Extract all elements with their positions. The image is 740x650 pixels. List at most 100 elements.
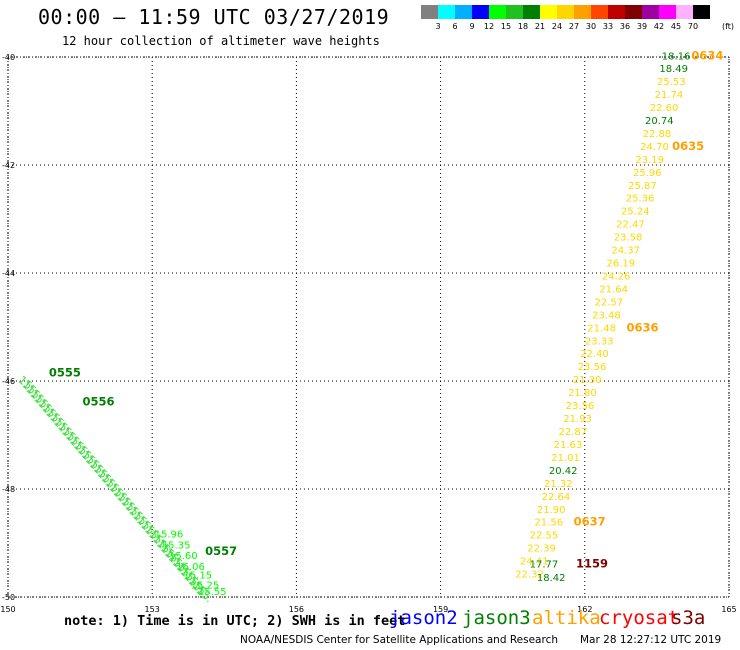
scale-swatch xyxy=(540,5,557,19)
wave-height-label: 16.06 xyxy=(176,562,205,573)
credit-text: NOAA/NESDIS Center for Satellite Applica… xyxy=(240,634,558,646)
wave-height-label: 21.32 xyxy=(544,479,573,490)
scale-label: 30 xyxy=(585,22,597,31)
wave-height-label: 21.80 xyxy=(568,388,597,399)
wave-height-label: 24.70 xyxy=(640,142,669,153)
longitude-tick-label: 165 xyxy=(721,605,736,614)
wave-height-label: 24.37 xyxy=(611,246,640,257)
scale-swatch xyxy=(608,5,625,19)
wave-height-label: 22.39 xyxy=(527,544,556,555)
wave-height-label: 21.01 xyxy=(551,453,580,464)
lat-lon-grid xyxy=(7,56,730,598)
time-label: 0555 xyxy=(49,366,81,380)
wave-height-label: 21.30 xyxy=(573,375,602,386)
time-label: 0637 xyxy=(574,515,606,529)
wave-height-label: 22.57 xyxy=(595,297,624,308)
scale-swatch xyxy=(421,5,438,19)
scale-label: 70 xyxy=(687,22,699,31)
latitude-tick-label: -50 xyxy=(2,593,15,602)
wave-height-label: 21.90 xyxy=(537,505,566,516)
wave-height-label: 25.87 xyxy=(628,181,657,192)
longitude-tick-label: 150 xyxy=(0,605,15,614)
wave-height-label: 22.87 xyxy=(558,427,587,438)
scale-swatch xyxy=(659,5,676,19)
satellite-legend-cryosat: cryosat xyxy=(599,607,680,629)
map-subtitle: 12 hour collection of altimeter wave hei… xyxy=(62,34,380,48)
wave-height-label: 15.96 xyxy=(155,530,184,541)
wave-height-label: 15.55 xyxy=(198,587,227,598)
wave-height-label: 22.40 xyxy=(580,349,609,360)
time-label: 1159 xyxy=(576,556,608,570)
scale-swatch xyxy=(676,5,693,19)
wave-height-label: 21.63 xyxy=(554,440,583,451)
time-label: 0634 xyxy=(691,49,723,63)
wave-height-label: 21.48 xyxy=(587,323,616,334)
scale-swatch xyxy=(642,5,659,19)
longitude-tick-label: 153 xyxy=(145,605,160,614)
scale-swatch xyxy=(455,5,472,19)
wave-height-label: 25.36 xyxy=(626,194,655,205)
scale-label: 3 xyxy=(435,22,441,31)
wave-height-label: 21.93 xyxy=(563,414,592,425)
scale-label: 21 xyxy=(534,22,546,31)
satellite-legend-jason2: jason2 xyxy=(389,607,458,629)
wave-height-label: 18.49 xyxy=(659,64,688,75)
wave-height-label: 22.55 xyxy=(530,531,559,542)
scale-label: 6 xyxy=(452,22,458,31)
wave-height-label: 22.47 xyxy=(616,220,645,231)
wave-height-label: 25.96 xyxy=(633,168,662,179)
wave-height-label: 21.64 xyxy=(599,284,628,295)
scale-swatch xyxy=(506,5,523,19)
latitude-tick-label: -44 xyxy=(2,269,15,278)
satellite-legend-altika: altika xyxy=(532,607,601,629)
longitude-tick-label: 159 xyxy=(433,605,448,614)
plot-frame xyxy=(7,56,730,598)
scale-label: 45 xyxy=(670,22,682,31)
latitude-tick-label: -46 xyxy=(2,377,15,386)
scale-label: 12 xyxy=(483,22,495,31)
longitude-tick-label: 162 xyxy=(577,605,592,614)
scale-swatch xyxy=(489,5,506,19)
time-label: 0557 xyxy=(205,544,237,558)
scale-swatch xyxy=(557,5,574,19)
wave-height-label: 20.74 xyxy=(645,116,674,127)
time-label: 0636 xyxy=(626,320,658,334)
scale-label: 39 xyxy=(636,22,648,31)
scale-swatch xyxy=(523,5,540,19)
latitude-tick-label: -42 xyxy=(2,161,15,170)
wave-height-label: 24.26 xyxy=(602,271,631,282)
scale-label: 27 xyxy=(568,22,580,31)
wave-height-label: 25.53 xyxy=(657,77,686,88)
scale-swatch xyxy=(693,5,710,19)
scale-label: 15 xyxy=(500,22,512,31)
wave-height-label: 26.19 xyxy=(607,259,636,270)
scale-label: 36 xyxy=(619,22,631,31)
generation-timestamp: Mar 28 12:27:12 UTC 2019 xyxy=(580,634,722,646)
wave-height-label: 23.48 xyxy=(592,310,621,321)
satellite-legend-s3a: s3a xyxy=(671,607,706,629)
scale-label: 18 xyxy=(517,22,529,31)
scale-swatch xyxy=(472,5,489,19)
time-label: 0635 xyxy=(672,139,704,153)
wave-height-label: 15.15 xyxy=(183,571,212,582)
longitude-ticks: 150 153 156 159 162 165 xyxy=(0,605,736,614)
wave-height-label: 23.58 xyxy=(614,233,643,244)
wave-height-label: 15.60 xyxy=(169,551,198,562)
time-label: 0556 xyxy=(83,394,115,408)
wave-height-label: 21.74 xyxy=(655,90,684,101)
scale-label: 42 xyxy=(653,22,665,31)
wave-height-label: 22.60 xyxy=(650,103,679,114)
longitude-tick-label: 156 xyxy=(289,605,304,614)
latitude-tick-label: -40 xyxy=(2,53,15,62)
units-note: note: 1) Time is in UTC; 2) SWH is in fe… xyxy=(64,613,406,629)
wave-height-label: 23.33 xyxy=(585,336,614,347)
wave-height-label: 25.24 xyxy=(621,207,650,218)
scale-label: 33 xyxy=(602,22,614,31)
wave-height-label: 20.42 xyxy=(549,466,578,477)
map-title: 00:00 – 11:59 UTC 03/27/2019 xyxy=(38,5,390,29)
latitude-ticks: -40 -42 -44 -46 -48 -50 xyxy=(2,53,15,602)
wave-height-label: 18.42 xyxy=(537,573,566,584)
